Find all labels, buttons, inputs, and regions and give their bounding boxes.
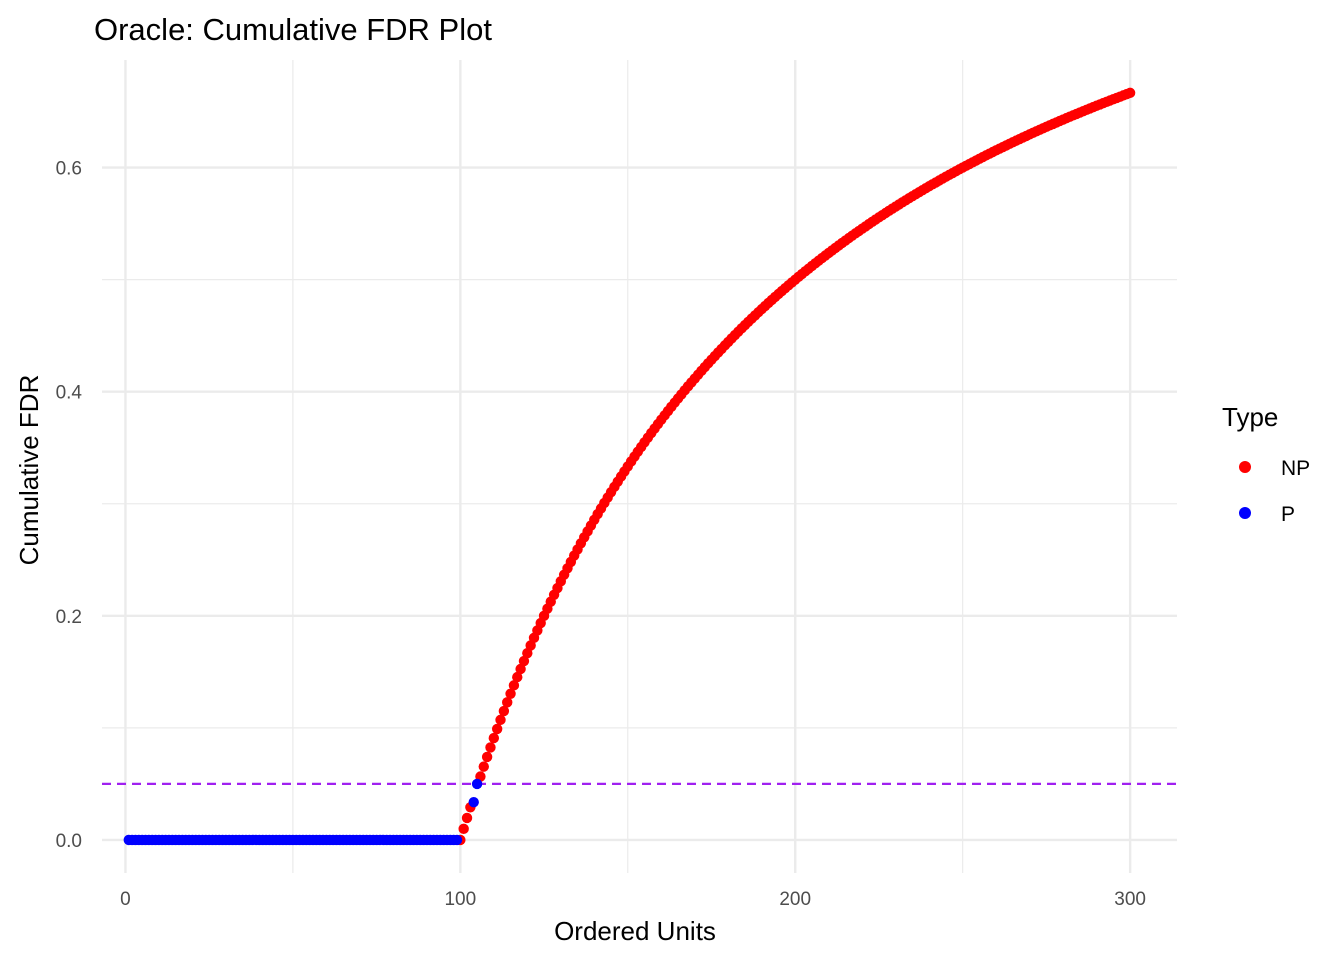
legend-title: Type <box>1222 402 1278 432</box>
data-point-p <box>471 778 483 790</box>
data-point-np <box>515 663 526 675</box>
data-point-np <box>478 761 489 772</box>
x-axis-label: Ordered Units <box>554 916 716 946</box>
legend-key-p <box>1239 507 1251 519</box>
y-tick-label: 0.2 <box>56 607 82 628</box>
data-point-p <box>451 834 463 846</box>
y-axis-label: Cumulative FDR <box>14 375 44 566</box>
x-tick-label: 200 <box>779 889 811 910</box>
x-tick-label: 0 <box>120 889 131 910</box>
data-point-np <box>488 732 500 744</box>
data-point-np <box>498 705 510 717</box>
data-point-np <box>1124 87 1136 99</box>
data-point-np <box>505 688 516 699</box>
data-point-np <box>508 680 520 691</box>
x-tick-label: 300 <box>1114 889 1146 910</box>
data-point-np <box>485 742 496 753</box>
x-tick-labels: 0 100 200 300 <box>120 889 1146 910</box>
data-point-np <box>512 671 523 683</box>
data-point-np <box>502 697 513 708</box>
legend-label-np: NP <box>1281 457 1310 480</box>
legend-label-p: P <box>1281 503 1295 526</box>
y-tick-label: 0.6 <box>56 159 82 180</box>
y-tick-labels: 0.0 0.2 0.4 0.6 <box>56 159 83 852</box>
data-point-p <box>468 796 479 808</box>
data-point-np <box>518 655 530 667</box>
y-tick-label: 0.4 <box>56 383 83 404</box>
y-tick-label: 0.0 <box>56 831 82 852</box>
legend-key-np <box>1239 461 1251 473</box>
data-point-np <box>481 751 493 763</box>
data-point-np <box>461 812 473 824</box>
legend: Type NP P <box>1222 402 1310 526</box>
x-tick-label: 100 <box>444 889 476 910</box>
data-point-np <box>491 723 503 735</box>
data-point-np <box>458 823 469 835</box>
data-points <box>123 87 1136 846</box>
grid <box>102 60 1177 873</box>
chart-title: Oracle: Cumulative FDR Plot <box>94 12 492 47</box>
data-point-np <box>495 714 506 726</box>
